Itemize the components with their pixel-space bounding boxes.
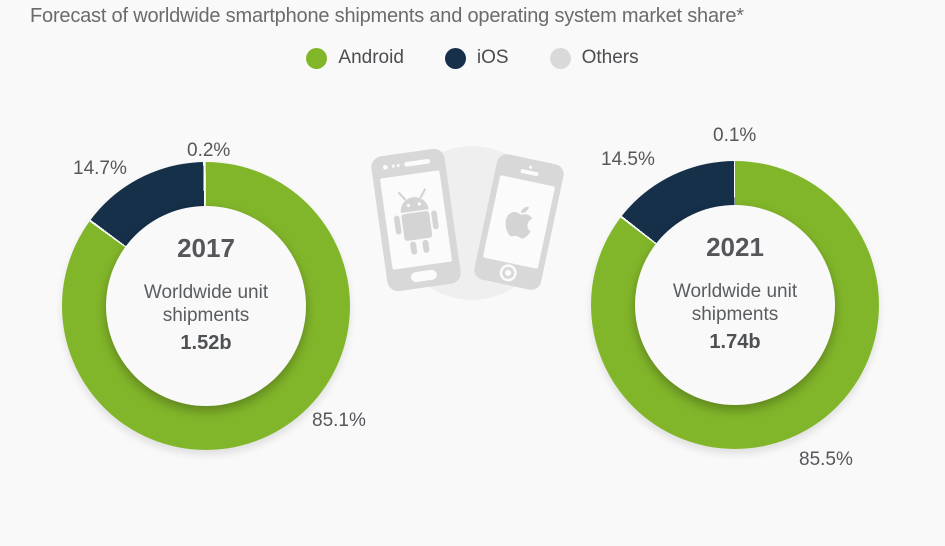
- ios-legend-dot-icon: [444, 47, 466, 69]
- legend-item-others: Others: [549, 47, 639, 69]
- total-shipments-2021: 1.74b: [709, 331, 761, 354]
- android-phone-icon: [371, 148, 461, 292]
- slice-label-android-2017: 85.1%: [312, 410, 366, 431]
- center-label-2021: Worldwide unit shipments: [672, 280, 798, 325]
- apple-logo-icon: [505, 206, 533, 239]
- donut-center-2017: 2017 Worldwide unit shipments 1.52b: [106, 206, 306, 406]
- apple-phone-icon: [474, 154, 564, 290]
- slice-label-ios-2017: 14.7%: [73, 158, 127, 179]
- phones-illustration: [371, 146, 564, 300]
- legend-item-ios: iOS: [444, 47, 509, 69]
- legend-label-others: Others: [581, 47, 639, 68]
- legend: Android iOS Others: [0, 47, 945, 69]
- donut-center-2021: 2021 Worldwide unit shipments 1.74b: [635, 205, 835, 405]
- chart-year-2021: 2021: [706, 231, 764, 262]
- center-label-2017: Worldwide unit shipments: [143, 281, 269, 326]
- slice-label-others-2017: 0.2%: [187, 140, 231, 161]
- android-logo-icon: [393, 188, 439, 255]
- legend-label-ios: iOS: [476, 47, 509, 68]
- chart-year-2017: 2017: [177, 232, 235, 263]
- chart-title: Forecast of worldwide smartphone shipmen…: [30, 5, 744, 27]
- legend-label-android: Android: [338, 47, 404, 68]
- donut-chart-2021: 2021 Worldwide unit shipments 1.74b: [591, 161, 879, 449]
- donut-chart-2017: 2017 Worldwide unit shipments 1.52b: [62, 162, 350, 450]
- slice-label-ios-2021: 14.5%: [601, 149, 655, 170]
- legend-item-android: Android: [306, 47, 404, 69]
- total-shipments-2017: 1.52b: [180, 332, 232, 355]
- slice-label-android-2021: 85.5%: [799, 449, 853, 470]
- android-legend-dot-icon: [306, 47, 328, 69]
- others-legend-dot-icon: [549, 47, 571, 69]
- slice-label-others-2021: 0.1%: [713, 125, 757, 146]
